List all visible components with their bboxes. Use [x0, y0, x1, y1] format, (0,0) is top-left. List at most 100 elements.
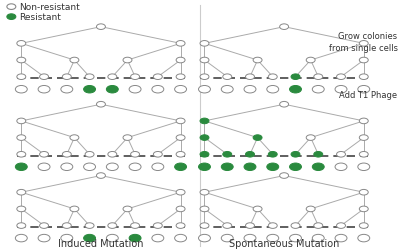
Circle shape — [152, 163, 164, 171]
Circle shape — [267, 234, 279, 242]
Circle shape — [198, 86, 211, 93]
Circle shape — [306, 135, 315, 141]
Circle shape — [200, 152, 209, 158]
Circle shape — [15, 234, 27, 242]
Circle shape — [359, 58, 368, 64]
Circle shape — [17, 190, 26, 195]
Circle shape — [200, 190, 209, 195]
Circle shape — [200, 206, 209, 212]
Circle shape — [176, 206, 185, 212]
Circle shape — [267, 163, 279, 171]
Circle shape — [40, 223, 49, 229]
Circle shape — [17, 152, 26, 158]
Circle shape — [291, 152, 300, 158]
Circle shape — [129, 86, 141, 93]
Circle shape — [335, 86, 347, 93]
Circle shape — [123, 135, 132, 141]
Circle shape — [131, 223, 140, 229]
Circle shape — [62, 152, 71, 158]
Circle shape — [245, 223, 255, 229]
Circle shape — [312, 163, 324, 171]
Circle shape — [62, 75, 71, 80]
Text: Induced Mutation: Induced Mutation — [58, 238, 144, 248]
Circle shape — [314, 75, 323, 80]
Circle shape — [221, 234, 233, 242]
Circle shape — [17, 58, 26, 64]
Circle shape — [279, 102, 289, 108]
Circle shape — [200, 135, 209, 141]
Circle shape — [123, 206, 132, 212]
Circle shape — [359, 135, 368, 141]
Circle shape — [221, 163, 233, 171]
Circle shape — [123, 58, 132, 64]
Circle shape — [359, 41, 368, 47]
Circle shape — [15, 163, 27, 171]
Circle shape — [176, 190, 185, 195]
Circle shape — [40, 75, 49, 80]
Circle shape — [200, 223, 209, 229]
Circle shape — [152, 86, 164, 93]
Circle shape — [245, 152, 255, 158]
Circle shape — [174, 163, 186, 171]
Circle shape — [70, 206, 79, 212]
Circle shape — [335, 163, 347, 171]
Circle shape — [61, 163, 73, 171]
Circle shape — [97, 102, 105, 108]
Circle shape — [176, 41, 185, 47]
Circle shape — [358, 86, 370, 93]
Circle shape — [336, 152, 346, 158]
Text: Resistant: Resistant — [19, 13, 61, 22]
Circle shape — [40, 152, 49, 158]
Circle shape — [176, 119, 185, 124]
Circle shape — [223, 223, 232, 229]
Circle shape — [85, 223, 94, 229]
Circle shape — [291, 75, 300, 80]
Circle shape — [198, 234, 211, 242]
Circle shape — [359, 190, 368, 195]
Circle shape — [70, 58, 79, 64]
Circle shape — [268, 75, 277, 80]
Circle shape — [176, 135, 185, 141]
Circle shape — [200, 75, 209, 80]
Circle shape — [131, 152, 140, 158]
Circle shape — [359, 119, 368, 124]
Circle shape — [336, 75, 346, 80]
Circle shape — [38, 163, 50, 171]
Circle shape — [83, 234, 95, 242]
Circle shape — [359, 152, 368, 158]
Circle shape — [38, 86, 50, 93]
Circle shape — [106, 234, 118, 242]
Circle shape — [174, 86, 186, 93]
Circle shape — [85, 152, 94, 158]
Circle shape — [359, 223, 368, 229]
Circle shape — [17, 119, 26, 124]
Circle shape — [290, 86, 302, 93]
Circle shape — [61, 86, 73, 93]
Text: Grow colonies
from single cells: Grow colonies from single cells — [329, 32, 398, 53]
Circle shape — [253, 206, 262, 212]
Circle shape — [70, 135, 79, 141]
Circle shape — [97, 25, 105, 30]
Circle shape — [61, 234, 73, 242]
Circle shape — [108, 223, 117, 229]
Circle shape — [244, 234, 256, 242]
Circle shape — [62, 223, 71, 229]
Circle shape — [290, 234, 302, 242]
Circle shape — [198, 163, 211, 171]
Circle shape — [306, 206, 315, 212]
Circle shape — [335, 234, 347, 242]
Circle shape — [17, 223, 26, 229]
Circle shape — [312, 86, 324, 93]
Text: Spontaneous Mutation: Spontaneous Mutation — [229, 238, 339, 248]
Circle shape — [152, 234, 164, 242]
Circle shape — [83, 163, 95, 171]
Circle shape — [129, 163, 141, 171]
Circle shape — [85, 75, 94, 80]
Circle shape — [245, 75, 255, 80]
Circle shape — [358, 163, 370, 171]
Circle shape — [314, 223, 323, 229]
Circle shape — [176, 152, 185, 158]
Circle shape — [200, 119, 209, 124]
Circle shape — [106, 163, 118, 171]
Circle shape — [176, 223, 185, 229]
